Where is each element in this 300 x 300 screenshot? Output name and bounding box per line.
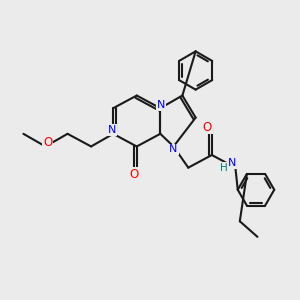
Text: O: O xyxy=(203,121,212,134)
Text: N: N xyxy=(169,144,178,154)
Text: N: N xyxy=(107,125,116,135)
Text: N: N xyxy=(228,158,236,168)
Text: O: O xyxy=(43,136,52,148)
Text: N: N xyxy=(157,100,165,110)
Text: O: O xyxy=(130,168,139,181)
Text: H: H xyxy=(220,163,228,173)
